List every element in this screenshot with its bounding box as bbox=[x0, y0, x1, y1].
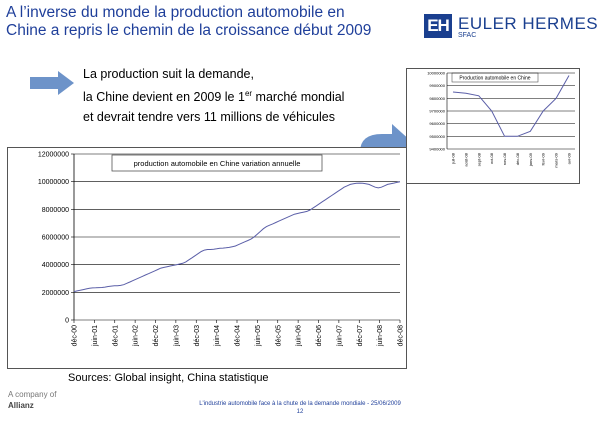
main-x-tick-label: déc-07 bbox=[357, 325, 364, 347]
footer-text: L'industrie automobile face à la chute d… bbox=[199, 401, 401, 407]
main-x-tick-label: déc-08 bbox=[398, 325, 405, 347]
mini-chart-title: Production automobile en Chine bbox=[459, 76, 530, 82]
main-y-tick-label: 8000000 bbox=[42, 207, 69, 214]
main-x-tick-label: juin-04 bbox=[214, 325, 221, 347]
mini-y-tick-label: 9700000 bbox=[429, 109, 445, 114]
mini-chart: Production automobile en Chine 9400000 95… bbox=[427, 71, 575, 168]
bullet-line-2-text: la Chine devient en 2009 le 1 bbox=[83, 90, 245, 105]
main-x-tick-label: juin-02 bbox=[133, 325, 140, 347]
main-y-tick-label: 4000000 bbox=[42, 262, 69, 269]
mini-x-tick-label: déc-08 bbox=[515, 152, 520, 165]
bullet-line-2-suffix: marché mondial bbox=[252, 90, 345, 105]
main-chart: production automobile en Chine variation… bbox=[38, 152, 405, 348]
main-x-tick-label: déc-06 bbox=[316, 325, 323, 347]
title-line-1: A l’inverse du monde la production autom… bbox=[6, 4, 345, 21]
mini-y-tick-label: 10000000 bbox=[427, 71, 446, 76]
main-x-tick-label: juin-01 bbox=[92, 325, 99, 347]
mini-x-tick-label: mars-09 bbox=[554, 152, 559, 167]
main-chart-title: production automobile en Chine variation… bbox=[134, 159, 301, 168]
footer: L'industrie automobile face à la chute d… bbox=[0, 400, 600, 416]
mini-y-tick-label: 9500000 bbox=[429, 134, 445, 139]
bullet-text: La production suit la demande, la Chine … bbox=[83, 64, 344, 127]
mini-x-tick-label: janv-09 bbox=[528, 152, 533, 167]
mini-chart-frame: Production automobile en Chine 9400000 95… bbox=[406, 68, 580, 184]
main-x-tick-label: déc-03 bbox=[194, 325, 201, 347]
euler-hermes-logo-mark: EH bbox=[424, 14, 452, 38]
main-x-tick-label: déc-04 bbox=[235, 325, 242, 347]
mini-x-tick-label: oct-08 bbox=[489, 152, 494, 164]
bullet-line-3: et devrait tendre vers 11 millions de vé… bbox=[83, 110, 335, 125]
company-note: A company of Allianz bbox=[8, 389, 56, 411]
sources-note: Sources: Global insight, China statistiq… bbox=[68, 372, 269, 384]
main-x-tick-label: juin-08 bbox=[377, 325, 384, 347]
mini-x-tick-label: nov-08 bbox=[502, 152, 507, 165]
main-x-tick-label: déc-05 bbox=[275, 325, 282, 347]
page-number: 12 bbox=[296, 409, 304, 415]
allianz-logo: Allianz bbox=[8, 401, 34, 410]
mini-x-tick-label: sept-08 bbox=[476, 152, 481, 166]
mini-y-tick-label: 9600000 bbox=[429, 121, 445, 126]
mini-series-line bbox=[452, 75, 570, 137]
main-y-tick-label: 6000000 bbox=[42, 235, 69, 242]
main-x-tick-label: déc-00 bbox=[72, 325, 79, 347]
page-title: A l’inverse du monde la production autom… bbox=[6, 4, 406, 40]
bullet-line-1: La production suit la demande, bbox=[83, 67, 254, 81]
main-y-tick-label: 0 bbox=[65, 318, 69, 325]
mini-x-tick-label: août-08 bbox=[463, 152, 468, 166]
mini-y-tick-label: 9400000 bbox=[429, 147, 445, 152]
main-y-tick-label: 2000000 bbox=[42, 290, 69, 297]
main-x-tick-label: juin-03 bbox=[173, 325, 180, 347]
mini-x-tick-label: févr-09 bbox=[541, 152, 546, 165]
main-y-tick-label: 12000000 bbox=[38, 152, 69, 159]
mini-y-tick-label: 9800000 bbox=[429, 96, 445, 101]
mini-y-tick-label: 9900000 bbox=[429, 83, 445, 88]
bullet-line-2: la Chine devient en 2009 le 1er marché m… bbox=[83, 84, 344, 107]
euler-hermes-logo-sub: SFAC bbox=[458, 32, 477, 39]
main-x-tick-label: juin-05 bbox=[255, 325, 262, 347]
main-chart-title-box bbox=[111, 154, 323, 172]
main-x-tick-label: déc-02 bbox=[153, 325, 160, 347]
main-chart-frame: production automobile en Chine variation… bbox=[7, 147, 407, 369]
block-arrow-right-icon bbox=[30, 71, 74, 95]
title-line-2: Chine a repris le chemin de la croissanc… bbox=[6, 22, 372, 39]
main-x-tick-label: déc-01 bbox=[112, 325, 119, 347]
main-x-tick-label: juin-06 bbox=[296, 325, 303, 347]
main-series-line bbox=[73, 181, 401, 293]
mini-x-tick-label: juil-08 bbox=[451, 152, 456, 164]
bullet-line-2-superscript: er bbox=[244, 89, 253, 98]
main-x-tick-label: juin-07 bbox=[336, 325, 343, 347]
main-y-tick-label: 10000000 bbox=[38, 179, 69, 186]
mini-x-tick-label: avr-09 bbox=[567, 152, 572, 164]
euler-hermes-logo-name: EULER HERMES bbox=[458, 14, 599, 33]
company-line-1: A company of bbox=[8, 390, 57, 399]
